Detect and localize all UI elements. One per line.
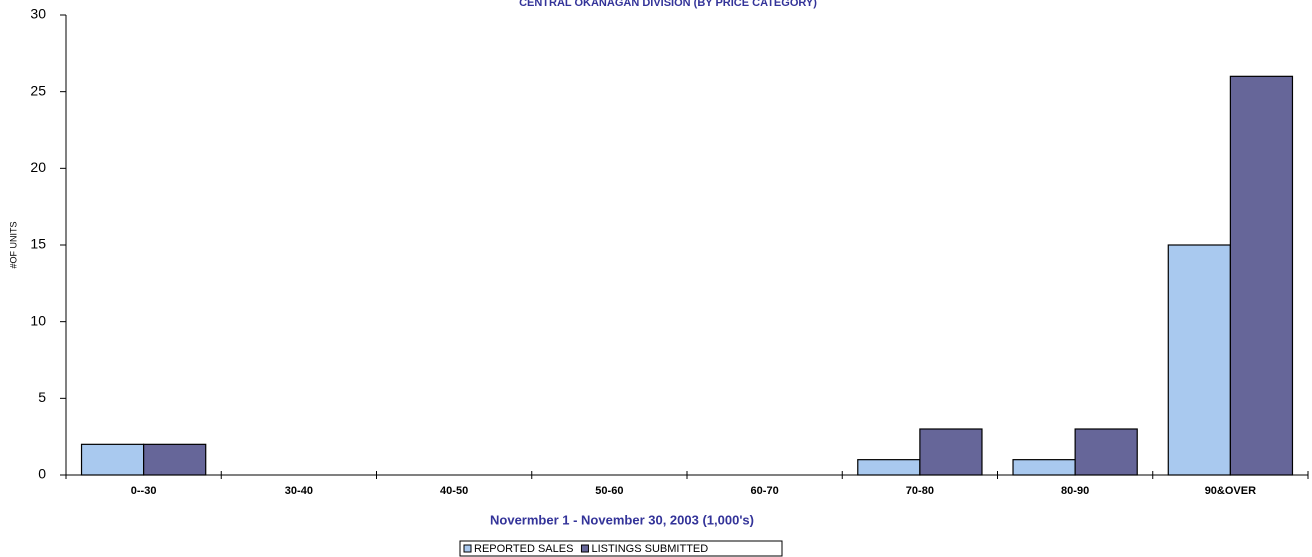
chart-title: CENTRAL OKANAGAN DIVISION (BY PRICE CATE… <box>519 0 817 9</box>
legend-label: REPORTED SALES <box>474 543 573 555</box>
x-tick-label: 70-80 <box>906 485 934 497</box>
legend-swatch <box>463 544 472 553</box>
y-tick-label: 15 <box>30 236 46 252</box>
x-tick-label: 40-50 <box>440 485 468 497</box>
bar <box>1074 428 1138 476</box>
x-axis-label: Novermber 1 - November 30, 2003 (1,000's… <box>490 512 754 527</box>
legend-box <box>459 540 783 557</box>
y-tick-label: 30 <box>30 6 46 22</box>
x-tick-label: 0--30 <box>131 485 157 497</box>
y-tick-label: 20 <box>30 159 46 175</box>
x-tick-label: 90&OVER <box>1205 485 1256 497</box>
x-tick-label: 60-70 <box>751 485 779 497</box>
x-tick-label: 80-90 <box>1061 485 1089 497</box>
x-tick-label: 50-60 <box>595 485 623 497</box>
bar <box>1012 459 1076 476</box>
legend-label: LISTINGS SUBMITTED <box>591 543 708 555</box>
y-axis-label: #OF UNITS <box>8 221 18 268</box>
bar <box>1167 244 1231 476</box>
y-tick-label: 10 <box>30 312 46 328</box>
y-tick-label: 5 <box>38 389 46 405</box>
x-tick-label: 30-40 <box>285 485 313 497</box>
bar <box>857 459 921 476</box>
bar <box>919 428 983 476</box>
bar <box>143 443 207 476</box>
bar <box>80 443 145 476</box>
bar <box>1229 75 1294 476</box>
y-tick-label: 25 <box>30 82 46 98</box>
legend-swatch <box>580 544 589 553</box>
y-tick-label: 0 <box>38 466 46 482</box>
